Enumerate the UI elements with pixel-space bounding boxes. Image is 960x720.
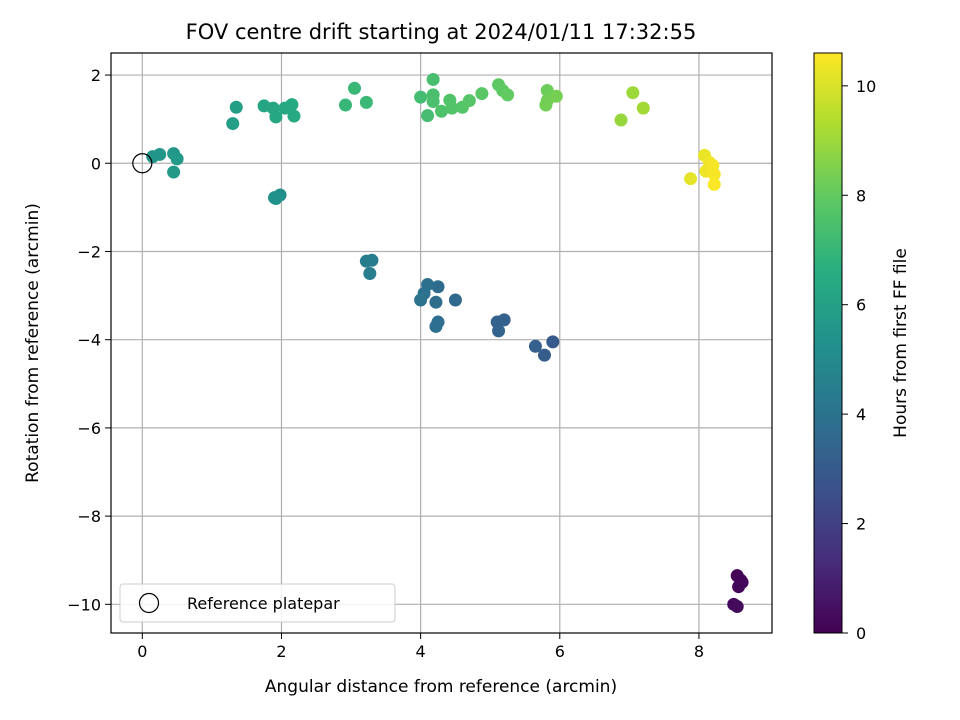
x-axis-ticks: 0 2 4 6 8 xyxy=(137,633,704,661)
colorbar-frame xyxy=(813,52,843,634)
colorbar: 0 2 4 6 8 10 Hours from first FF file xyxy=(813,52,911,643)
data-point xyxy=(359,254,373,268)
data-point xyxy=(626,86,640,100)
data-point xyxy=(285,98,299,112)
y-axis-ticks: −10 −8 −6 −4 −2 0 2 xyxy=(67,66,111,614)
y-tick-label: −8 xyxy=(77,507,101,526)
x-tick-label: 4 xyxy=(416,642,426,661)
colorbar-ticks: 0 2 4 6 8 10 xyxy=(842,77,876,643)
data-point xyxy=(435,104,448,118)
data-point xyxy=(426,95,440,109)
colorbar-tick-label: 4 xyxy=(856,405,866,424)
data-point xyxy=(359,95,373,109)
data-point xyxy=(338,98,352,112)
data-point xyxy=(363,267,377,281)
legend: Reference platepar xyxy=(119,583,396,623)
data-point xyxy=(732,580,746,594)
colorbar-tick-label: 0 xyxy=(856,624,866,643)
data-point xyxy=(614,113,628,127)
x-tick-label: 8 xyxy=(694,642,704,661)
x-tick-label: 6 xyxy=(555,642,565,661)
colorbar-tick-label: 10 xyxy=(856,77,876,96)
data-point xyxy=(431,280,445,294)
y-tick-label: −6 xyxy=(77,419,101,438)
data-point xyxy=(170,152,184,166)
colorbar-gradient xyxy=(814,53,842,633)
y-tick-label: −10 xyxy=(67,595,101,614)
data-point xyxy=(707,177,721,191)
data-points xyxy=(146,72,749,614)
colorbar-tick-label: 6 xyxy=(856,296,866,315)
data-point xyxy=(426,72,440,86)
x-axis-label: Angular distance from reference (arcmin) xyxy=(265,677,617,697)
data-point xyxy=(475,87,489,101)
data-point xyxy=(287,109,301,123)
grid xyxy=(111,53,772,633)
y-tick-label: 0 xyxy=(91,154,101,173)
data-point xyxy=(549,89,563,103)
data-point xyxy=(429,295,443,309)
data-point xyxy=(226,117,240,131)
colorbar-tick-label: 2 xyxy=(856,515,866,534)
data-point xyxy=(539,98,553,112)
data-point xyxy=(684,172,698,186)
data-point xyxy=(546,335,560,349)
colorbar-label: Hours from first FF file xyxy=(891,248,911,438)
data-point xyxy=(537,348,551,362)
data-point xyxy=(421,109,435,123)
data-point xyxy=(269,192,283,206)
reference-marker xyxy=(132,153,153,174)
data-point xyxy=(445,101,459,115)
reference-platepar-marker xyxy=(132,153,153,174)
y-tick-label: −2 xyxy=(77,242,101,261)
data-point xyxy=(636,101,650,115)
x-tick-label: 2 xyxy=(276,642,286,661)
data-point xyxy=(348,81,362,95)
data-point xyxy=(707,167,721,181)
data-point xyxy=(429,319,443,333)
data-point xyxy=(269,110,283,124)
data-point xyxy=(501,88,515,102)
y-tick-label: −4 xyxy=(77,331,101,350)
data-point xyxy=(528,339,542,353)
chart-title: FOV centre drift starting at 2024/01/11 … xyxy=(186,20,697,44)
data-point xyxy=(167,165,181,179)
data-point xyxy=(462,94,476,108)
y-tick-label: 2 xyxy=(91,66,101,85)
legend-label: Reference platepar xyxy=(187,594,340,613)
data-point xyxy=(153,147,167,161)
data-point xyxy=(730,600,744,614)
x-tick-label: 0 xyxy=(137,642,147,661)
legend-marker xyxy=(138,592,160,614)
data-point xyxy=(414,90,428,104)
data-point xyxy=(448,293,462,307)
data-point xyxy=(492,324,506,338)
data-point xyxy=(229,100,243,114)
y-axis-label: Rotation from reference (arcmin) xyxy=(23,203,43,483)
plot-frame xyxy=(110,52,773,634)
data-point xyxy=(414,293,428,307)
colorbar-tick-label: 8 xyxy=(856,186,866,205)
legend-box xyxy=(119,583,396,623)
